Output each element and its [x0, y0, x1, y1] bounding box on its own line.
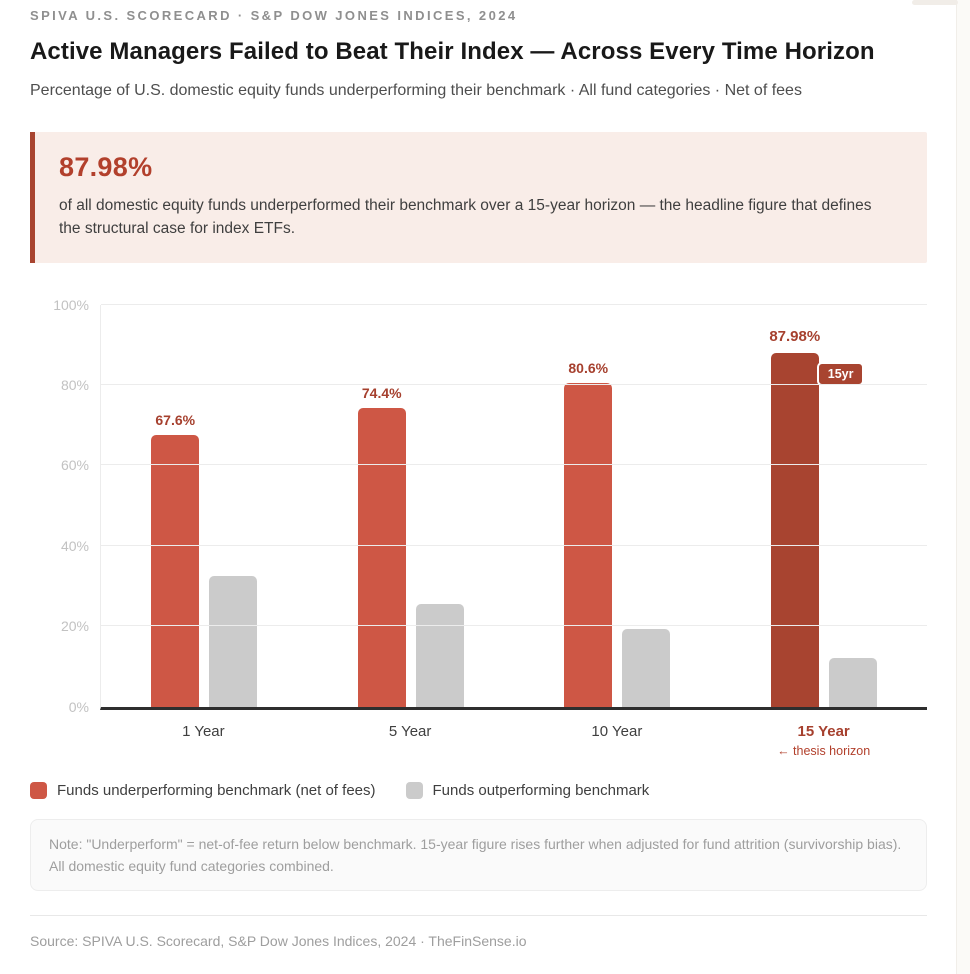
- bar-underperforming: 87.98% 15yr: [769, 328, 865, 707]
- plot-area: 67.6% 74.4% 80.6% 87.98% 15yr 0% 20% 40% 60% 80%…: [53, 297, 927, 715]
- legend-item-outperforming: Funds outperforming benchmark: [405, 781, 650, 799]
- page-subtitle: Percentage of U.S. domestic equity funds…: [30, 82, 802, 100]
- legend-swatch-outperforming: [405, 781, 423, 799]
- headline-callout: 87.98% of all domestic equity funds unde…: [30, 132, 927, 263]
- bar-underperforming: 67.6%: [151, 412, 200, 707]
- scrollbar-thumb[interactable]: [912, 0, 958, 5]
- bar-underperforming: 80.6%: [564, 360, 613, 707]
- y-axis-tick: 60%: [60, 457, 89, 474]
- gridline: [101, 625, 927, 627]
- y-axis-tick: 0%: [68, 698, 89, 715]
- highlight-badge: 15yr: [816, 361, 865, 386]
- legend-swatch-underperforming: [30, 781, 47, 799]
- legend-label: Funds outperforming benchmark: [432, 781, 650, 799]
- bars: 67.6% 74.4% 80.6% 87.98% 15yr: [101, 305, 927, 707]
- bar-group: 67.6%: [151, 305, 258, 707]
- eyebrow: SPIVA U.S. SCORECARD · S&P DOW JONES IND…: [30, 8, 518, 23]
- y-axis-tick: 40%: [60, 537, 89, 554]
- source-footer: Source: SPIVA U.S. Scorecard, S&P Dow Jo…: [30, 933, 527, 950]
- x-axis-label: 10 Year: [591, 722, 643, 740]
- bar-value-label: 87.98%: [769, 327, 821, 345]
- bar-group: 74.4%: [357, 305, 464, 707]
- bar-outperforming: [828, 658, 877, 707]
- y-axis-tick: 100%: [53, 296, 89, 313]
- gridline: [101, 544, 927, 546]
- methodology-note: Note: "Underperform" = net-of-fee return…: [30, 818, 927, 892]
- bar-group: 80.6%: [564, 305, 671, 707]
- legend-item-underperforming: Funds underperforming benchmark (net of …: [30, 781, 376, 799]
- bar-outperforming: [622, 628, 671, 707]
- x-axis-label: 15 Year ← thesis horizon: [720, 723, 927, 758]
- bar-value-label: 80.6%: [568, 359, 609, 376]
- bar-value-label: 74.4%: [361, 384, 402, 401]
- x-axis-label: 5 Year: [388, 722, 432, 740]
- y-axis-tick: 80%: [60, 377, 89, 394]
- scrollbar-track[interactable]: [956, 0, 970, 974]
- bar-value-label: 67.6%: [155, 411, 196, 428]
- bar-chart: 67.6% 74.4% 80.6% 87.98% 15yr 0% 20% 40% 60% 80%…: [30, 297, 927, 758]
- gridline: [101, 303, 927, 305]
- legend: Funds underperforming benchmark (net of …: [30, 781, 927, 799]
- x-axis-labels: 1 Year 5 Year 10 Year 15 Year ← thesis horiz…: [100, 723, 927, 758]
- bar-underperforming: 74.4%: [357, 385, 406, 707]
- callout-text: of all domestic equity funds underperfor…: [59, 197, 872, 238]
- page-title: Active Managers Failed to Beat Their Ind…: [30, 38, 875, 65]
- bar-group: 87.98% 15yr: [769, 305, 877, 707]
- gridline: [101, 384, 927, 386]
- bar-outperforming: [415, 603, 464, 707]
- plot-wrap: 67.6% 74.4% 80.6% 87.98% 15yr 0% 20% 40% 60% 80%…: [30, 297, 927, 715]
- callout-stat: 87.98%: [59, 152, 153, 183]
- legend-label: Funds underperforming benchmark (net of …: [57, 781, 376, 799]
- y-axis-tick: 20%: [60, 618, 89, 635]
- x-axis-label: 1 Year: [182, 722, 225, 740]
- footer-divider: [30, 915, 927, 917]
- bar-outperforming: [209, 576, 258, 707]
- gridline: [101, 464, 927, 466]
- thesis-horizon-annotation: ← thesis horizon: [777, 743, 871, 758]
